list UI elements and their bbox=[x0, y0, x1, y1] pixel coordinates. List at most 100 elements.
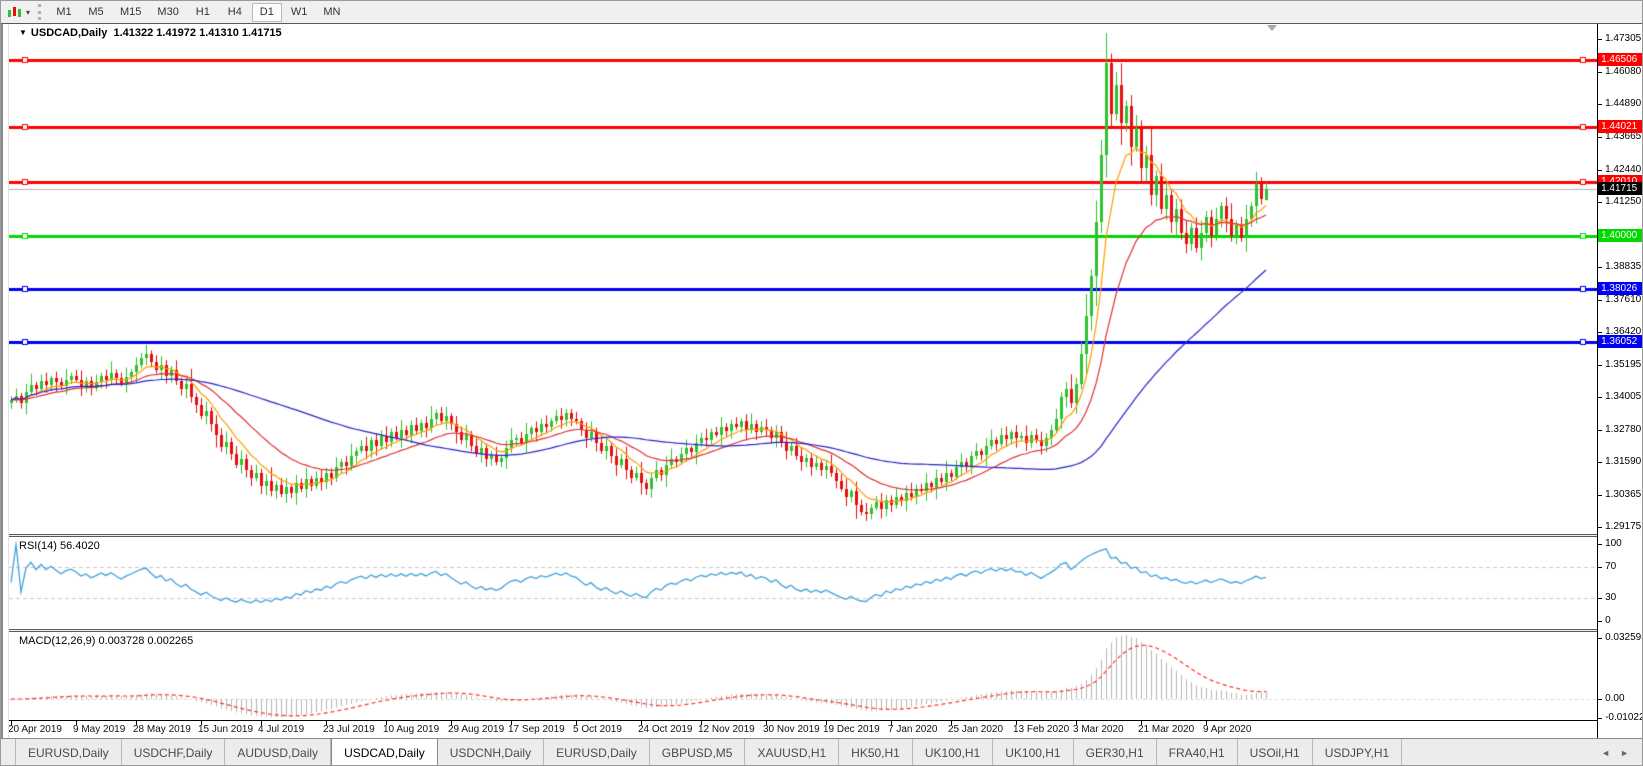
symbol-menu-triangle-icon: ▼ bbox=[19, 28, 27, 37]
chart-tab-HK50-H1[interactable]: HK50,H1 bbox=[839, 739, 913, 765]
candlestick-chart-canvas[interactable] bbox=[9, 24, 1598, 534]
time-axis-label: 4 Jul 2019 bbox=[258, 724, 305, 735]
timeframe-button-M5[interactable]: M5 bbox=[81, 3, 111, 22]
chart-tab-FRA40-H1[interactable]: FRA40,H1 bbox=[1157, 739, 1238, 765]
timeframe-button-D1[interactable]: D1 bbox=[251, 2, 282, 22]
time-axis-tick bbox=[641, 721, 642, 725]
hline-price-badge: 1.36052 bbox=[1598, 335, 1642, 348]
price-axis-label: 1.46080 bbox=[1605, 66, 1642, 77]
chart-tab-USDCNH-Daily[interactable]: USDCNH,Daily bbox=[438, 739, 545, 765]
price-axis-tick bbox=[1598, 137, 1603, 138]
price-axis-tick bbox=[1598, 621, 1603, 622]
time-axis-tick bbox=[826, 721, 827, 725]
rsi-axis-label: 0 bbox=[1605, 615, 1611, 626]
time-axis-label: 29 Aug 2019 bbox=[448, 724, 505, 735]
chart-type-dropdown-icon[interactable]: ▾ bbox=[26, 7, 31, 17]
price-axis-tick bbox=[1598, 300, 1603, 301]
time-axis-tick bbox=[451, 721, 452, 725]
panel-splitter[interactable] bbox=[9, 534, 1598, 537]
price-axis-label: 1.35195 bbox=[1605, 359, 1642, 370]
timeframe-button-W1[interactable]: W1 bbox=[284, 3, 315, 22]
price-axis-label: 1.47305 bbox=[1605, 33, 1642, 44]
chart-tab-EURUSD-Daily[interactable]: EURUSD,Daily bbox=[544, 739, 650, 765]
rsi-canvas[interactable] bbox=[9, 537, 1598, 629]
price-axis-tick bbox=[1598, 267, 1603, 268]
timeframe-button-M15[interactable]: M15 bbox=[113, 3, 148, 22]
price-axis-label: 1.42440 bbox=[1605, 164, 1642, 175]
price-axis-tick bbox=[1598, 527, 1603, 528]
chart-tab-AUDUSD-Daily[interactable]: AUDUSD,Daily bbox=[225, 739, 332, 765]
time-axis-tick bbox=[951, 721, 952, 725]
chart-tab-USDCHF-Daily[interactable]: USDCHF,Daily bbox=[122, 739, 226, 765]
price-axis-tick bbox=[1598, 699, 1603, 700]
panel-splitter[interactable] bbox=[9, 629, 1598, 632]
hline-price-badge: 1.40000 bbox=[1598, 229, 1642, 242]
time-axis-label: 17 Sep 2019 bbox=[508, 724, 565, 735]
time-axis-tick bbox=[511, 721, 512, 725]
price-axis-label: 1.41250 bbox=[1605, 196, 1642, 207]
rsi-axis-label: 100 bbox=[1605, 538, 1622, 549]
chart-tab-UK100-H1[interactable]: UK100,H1 bbox=[913, 739, 994, 765]
price-axis-label: 1.44890 bbox=[1605, 98, 1642, 109]
timeframe-button-M30[interactable]: M30 bbox=[150, 3, 185, 22]
price-axis-tick bbox=[1598, 430, 1603, 431]
time-axis-tick bbox=[1141, 721, 1142, 725]
chart-tab-UK100-H1[interactable]: UK100,H1 bbox=[993, 739, 1074, 765]
chart-tab-XAUUSD-H1[interactable]: XAUUSD,H1 bbox=[745, 739, 840, 765]
chart-title-ohlc: 1.41322 1.41972 1.41310 1.41715 bbox=[113, 27, 282, 39]
price-axis-label: 1.31590 bbox=[1605, 456, 1642, 467]
rsi-panel[interactable]: RSI(14) 56.4020 bbox=[9, 537, 1598, 629]
chart-tab-GER30-H1[interactable]: GER30,H1 bbox=[1074, 739, 1157, 765]
hline-price-badge: 1.38026 bbox=[1598, 282, 1642, 295]
chart-type-icon[interactable] bbox=[5, 4, 25, 20]
time-axis-tick bbox=[386, 721, 387, 725]
tab-scroll-right-icon[interactable]: ► bbox=[1620, 748, 1629, 758]
chart-tab-GBPUSD-M5[interactable]: GBPUSD,M5 bbox=[650, 739, 746, 765]
time-axis-label: 19 Dec 2019 bbox=[823, 724, 880, 735]
price-axis-label: 1.34005 bbox=[1605, 391, 1642, 402]
timeframe-button-M1[interactable]: M1 bbox=[49, 3, 79, 22]
price-axis-tick bbox=[1598, 598, 1603, 599]
chart-tab-EURUSD-Daily[interactable]: EURUSD,Daily bbox=[15, 739, 122, 765]
hline-price-badge: 1.46506 bbox=[1598, 53, 1642, 66]
timeframe-button-H4[interactable]: H4 bbox=[220, 3, 250, 22]
macd-axis-label: -0.010227 bbox=[1605, 712, 1642, 723]
chart-tab-USOil-H1[interactable]: USOil,H1 bbox=[1238, 739, 1313, 765]
time-axis[interactable]: 20 Apr 2019 9 May 2019 28 May 2019 15 Jun 2… bbox=[9, 720, 1598, 738]
time-axis-tick bbox=[11, 721, 12, 725]
time-axis-tick bbox=[326, 721, 327, 725]
price-axis-tick bbox=[1598, 567, 1603, 568]
macd-axis-label: 0.032595 bbox=[1605, 632, 1643, 643]
time-axis-tick bbox=[136, 721, 137, 725]
time-axis-label: 9 Apr 2020 bbox=[1203, 724, 1252, 735]
chart-title: ▼ USDCAD,Daily 1.41322 1.41972 1.41310 1.… bbox=[19, 27, 282, 39]
main-chart-panel[interactable]: ▼ USDCAD,Daily 1.41322 1.41972 1.41310 1.… bbox=[9, 24, 1598, 534]
time-axis-label: 15 Jun 2019 bbox=[198, 724, 254, 735]
time-axis-label: 23 Jul 2019 bbox=[323, 724, 375, 735]
price-axis[interactable]: 1.47305 1.46080 1.44890 1.43665 1.42440 1.412… bbox=[1597, 24, 1642, 738]
time-axis-label: 30 Nov 2019 bbox=[763, 724, 820, 735]
tab-scroll-left-icon[interactable]: ◄ bbox=[1601, 748, 1611, 758]
toolbar-grip[interactable] bbox=[38, 4, 42, 20]
timeframe-button-H1[interactable]: H1 bbox=[188, 3, 218, 22]
time-axis-label: 9 May 2019 bbox=[73, 724, 126, 735]
price-axis-tick bbox=[1598, 544, 1603, 545]
time-axis-tick bbox=[576, 721, 577, 725]
price-axis-tick bbox=[1598, 104, 1603, 105]
macd-panel[interactable]: MACD(12,26,9) 0.003728 0.002265 bbox=[9, 632, 1598, 720]
price-axis-label: 1.43665 bbox=[1605, 131, 1642, 142]
chart-tab-USDJPY-H1[interactable]: USDJPY,H1 bbox=[1313, 739, 1403, 765]
macd-canvas[interactable] bbox=[9, 632, 1598, 720]
time-axis-label: 10 Aug 2019 bbox=[383, 724, 440, 735]
chart-type-icon-glyph bbox=[8, 6, 21, 17]
window-left-edge bbox=[1, 24, 9, 738]
price-axis-label: 1.32780 bbox=[1605, 424, 1642, 435]
chart-tab-USDCAD-Daily[interactable]: USDCAD,Daily bbox=[331, 739, 438, 765]
timeframe-button-MN[interactable]: MN bbox=[316, 3, 347, 22]
timeframe-toolbar: ▾ M1 M5 M15 M30 H1 H4 D1 W1 MN bbox=[1, 1, 1642, 24]
time-axis-label: 24 Oct 2019 bbox=[638, 724, 693, 735]
chart-shift-marker-icon[interactable] bbox=[1267, 25, 1277, 31]
price-axis-tick bbox=[1598, 462, 1603, 463]
price-axis-tick bbox=[1598, 332, 1603, 333]
time-axis-label: 21 Mar 2020 bbox=[1138, 724, 1195, 735]
